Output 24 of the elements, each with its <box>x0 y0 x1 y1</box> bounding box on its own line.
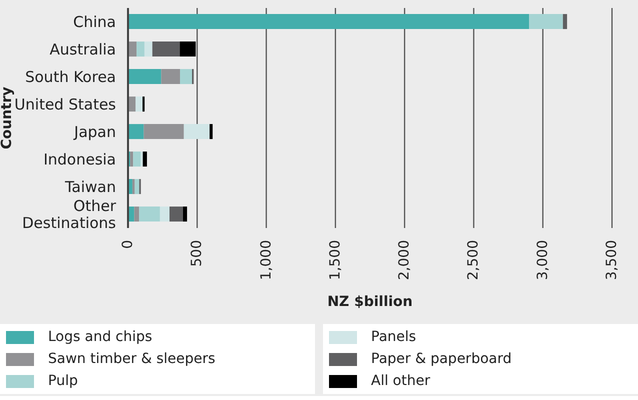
legend-label: Logs and chips <box>48 329 152 345</box>
y-tick-label: China <box>73 12 116 31</box>
y-tick-label: Indonesia <box>43 150 116 168</box>
x-tick-label: 500 <box>189 240 206 267</box>
x-tick-label: 3,500 <box>604 240 620 280</box>
y-tick-label: South Korea <box>25 68 116 86</box>
y-tick-label: Japan <box>73 122 116 141</box>
x-tick-label: 2,500 <box>466 240 482 280</box>
legend-label: Sawn timber & sleepers <box>48 351 216 367</box>
legend-label: Pulp <box>48 373 78 389</box>
legend-label: Paper & paperboard <box>371 351 512 367</box>
x-axis-title: NZ $billion <box>327 294 413 310</box>
legend-label: All other <box>371 373 430 389</box>
y-tick-label: Taiwan <box>64 178 116 196</box>
x-tick-label: 1,500 <box>327 240 344 280</box>
x-tick-label: 2,000 <box>396 240 413 280</box>
y-tick-label: United States <box>14 95 116 114</box>
y-tick-label: Australia <box>50 40 116 58</box>
y-axis-title: Country <box>0 86 15 150</box>
x-tick-label: 3,000 <box>534 240 551 280</box>
x-tick-label: 1,000 <box>258 240 274 280</box>
legend-label: Panels <box>371 329 416 345</box>
y-tick-label: Other Destinations <box>22 196 117 232</box>
x-tick-label: 0 <box>120 240 136 249</box>
